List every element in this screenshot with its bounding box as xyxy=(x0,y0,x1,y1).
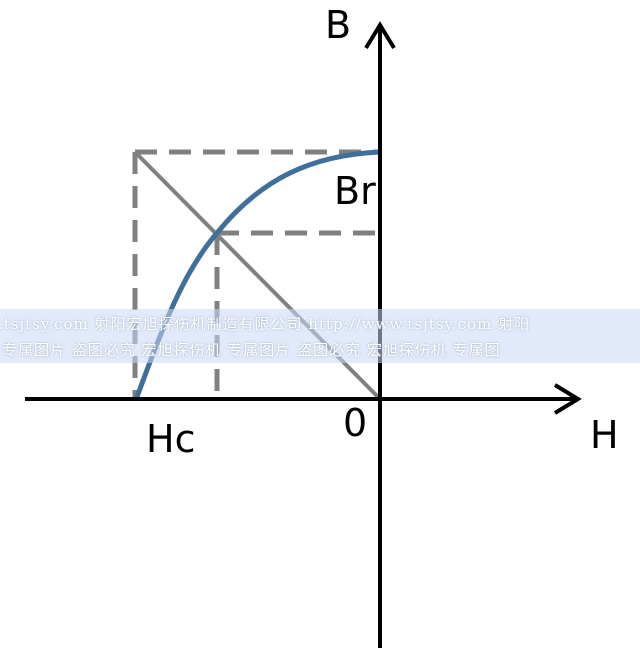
watermark-line-1: .tsjtsy.com 射阳宏旭探伤机制造有限公司 http://www.tsj… xyxy=(0,315,531,333)
h-axis-label: H xyxy=(590,413,619,457)
h-axis xyxy=(25,383,582,415)
b-axis-label: B xyxy=(325,3,352,47)
origin-label: 0 xyxy=(343,401,368,445)
watermark-line-2: 专属图片 盗图必究 宏旭探伤机 专属图片 盗图必究 宏旭探伤机 专属图 xyxy=(2,341,501,359)
br-label: Br xyxy=(334,169,376,213)
hc-label: Hc xyxy=(146,417,196,461)
watermark-band: .tsjtsy.com 射阳宏旭探伤机制造有限公司 http://www.tsj… xyxy=(0,309,640,363)
